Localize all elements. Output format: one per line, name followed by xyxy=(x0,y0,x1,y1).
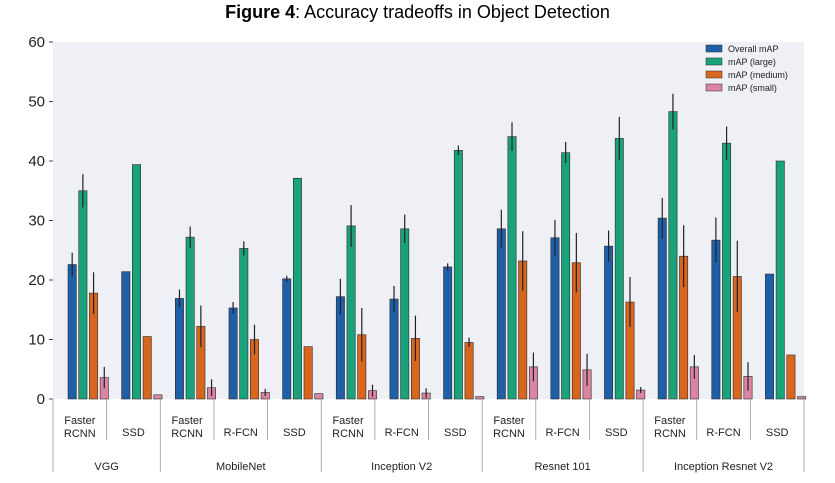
category-label: SSD xyxy=(766,427,789,439)
bar xyxy=(346,225,356,400)
bar xyxy=(496,228,506,400)
bar xyxy=(765,273,774,400)
bar xyxy=(78,190,88,400)
category-label: RCNN xyxy=(171,428,203,440)
category-label: Faster xyxy=(172,415,204,427)
category-label: SSD xyxy=(283,427,306,439)
category-label: R-FCN xyxy=(224,427,258,439)
bar xyxy=(561,152,571,400)
legend-swatch xyxy=(705,83,723,92)
bar xyxy=(142,336,152,400)
group-label: Inception V2 xyxy=(371,461,432,473)
category-label: SSD xyxy=(122,427,145,439)
bar xyxy=(668,111,678,400)
category-label: RCNN xyxy=(493,428,525,440)
y-tick-label: 20 xyxy=(28,272,45,289)
category-label: SSD xyxy=(444,427,467,439)
bar xyxy=(175,298,184,400)
group-label: Inception Resnet V2 xyxy=(674,461,773,473)
bar xyxy=(453,149,463,400)
bar xyxy=(292,177,302,400)
bar xyxy=(786,354,796,400)
legend-swatch xyxy=(705,57,723,66)
legend-label: mAP (large) xyxy=(728,57,776,67)
bar xyxy=(400,228,410,400)
category-label: RCNN xyxy=(654,428,686,440)
category-label: SSD xyxy=(605,427,628,439)
group-label: MobileNet xyxy=(216,461,266,473)
y-tick-label: 50 xyxy=(28,94,45,111)
y-tick-label: 10 xyxy=(28,332,45,349)
y-tick-label: 40 xyxy=(28,153,45,170)
plot-background xyxy=(53,42,804,399)
category-label: Faster xyxy=(493,415,525,427)
bar xyxy=(550,237,560,400)
category-label: Faster xyxy=(332,415,364,427)
bar xyxy=(614,138,624,400)
y-tick-label: 0 xyxy=(37,391,45,408)
category-label: RCNN xyxy=(332,428,364,440)
legend-swatch xyxy=(705,70,723,79)
bar xyxy=(153,394,163,400)
category-label: RCNN xyxy=(64,428,96,440)
bar xyxy=(67,264,77,400)
legend-label: mAP (small) xyxy=(728,83,777,93)
bar xyxy=(314,393,324,400)
bar xyxy=(464,342,474,400)
figure-number: Figure 4 xyxy=(225,2,296,22)
category-label: Faster xyxy=(654,415,686,427)
category-label: R-FCN xyxy=(545,427,579,439)
legend-swatch xyxy=(705,44,723,53)
category-label: R-FCN xyxy=(385,427,419,439)
y-tick-label: 30 xyxy=(28,213,45,230)
bar xyxy=(657,217,667,400)
bar xyxy=(282,278,292,400)
bar xyxy=(185,236,195,400)
figure-title: Figure 4: Accuracy tradeoffs in Object D… xyxy=(0,2,835,23)
category-label: R-FCN xyxy=(706,427,740,439)
bar xyxy=(604,245,614,400)
bar xyxy=(239,248,249,400)
category-label: Faster xyxy=(64,415,96,427)
bar xyxy=(443,266,453,400)
bar xyxy=(303,346,313,400)
legend-label: Overall mAP xyxy=(728,44,779,54)
group-label: Resnet 101 xyxy=(534,461,590,473)
bar xyxy=(475,396,485,400)
figure-caption: : Accuracy tradeoffs in Object Detection xyxy=(295,2,610,22)
bar xyxy=(797,396,807,400)
bar xyxy=(389,298,399,400)
bar xyxy=(132,164,141,400)
bar xyxy=(507,136,517,400)
bar xyxy=(711,239,721,400)
y-tick-label: 60 xyxy=(28,34,45,51)
bar xyxy=(228,307,238,400)
group-label: VGG xyxy=(94,461,118,473)
bar xyxy=(775,160,785,400)
legend-label: mAP (medium) xyxy=(728,70,788,80)
bar xyxy=(722,142,732,400)
bar xyxy=(121,271,131,400)
